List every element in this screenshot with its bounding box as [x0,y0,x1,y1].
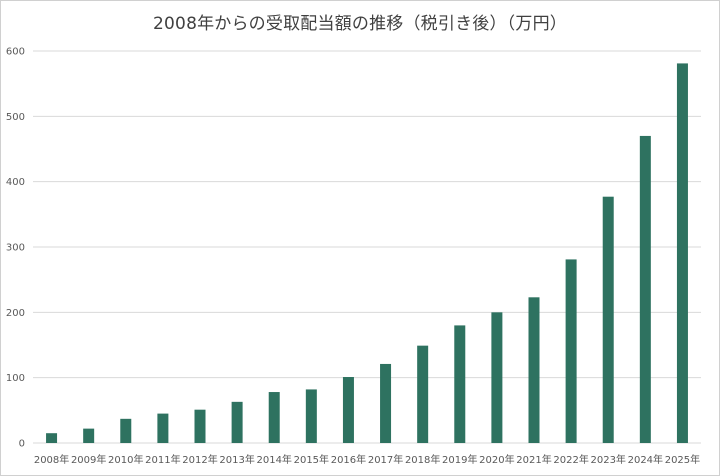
y-axis-ticks: 0 100 200 300 400 500 600 [6,47,25,450]
bar [602,196,614,443]
x-tick-label: 2020年 [479,453,514,466]
x-tick-label: 2016年 [331,453,366,466]
y-tick-label: 200 [6,308,25,319]
y-tick-label: 0 [19,439,25,450]
x-tick-label: 2015年 [294,453,329,466]
bar [231,401,243,443]
x-tick-label: 2012年 [182,453,217,466]
x-axis-ticks: 2008年 2009年 2010年 2011年 2012年 2013年 2014年 2015年… [34,453,700,466]
bar [194,409,206,443]
x-tick-label: 2023年 [590,453,625,466]
bar [268,392,280,443]
bar [46,433,58,443]
y-tick-label: 600 [6,47,25,58]
bar [157,413,169,443]
bar [83,428,95,443]
y-tick-label: 500 [6,112,25,123]
bar [454,325,466,443]
bar [491,312,503,443]
chart-title: 2008年からの受取配当額の推移（税引き後）（万円） [153,14,567,34]
x-tick-label: 2017年 [368,453,403,466]
y-tick-label: 400 [6,177,25,188]
x-tick-label: 2021年 [516,453,551,466]
bars [46,63,688,444]
bar [380,363,392,443]
bar [342,377,354,443]
x-tick-label: 2024年 [628,453,663,466]
x-tick-label: 2009年 [71,453,106,466]
bar [417,345,429,443]
x-tick-label: 2019年 [442,453,477,466]
x-tick-label: 2022年 [553,453,588,466]
x-tick-label: 2010年 [108,453,143,466]
bar [120,418,132,443]
x-tick-label: 2025年 [665,453,700,466]
y-tick-label: 300 [6,243,25,254]
x-tick-label: 2013年 [219,453,254,466]
x-tick-label: 2008年 [34,453,69,466]
bar [528,297,540,443]
x-tick-label: 2011年 [145,453,180,466]
gridlines [33,50,701,444]
y-tick-label: 100 [6,373,25,384]
bar [305,389,317,443]
bar [565,259,577,443]
bar [676,63,688,444]
x-tick-label: 2014年 [256,453,291,466]
bar [639,135,651,443]
x-tick-label: 2018年 [405,453,440,466]
